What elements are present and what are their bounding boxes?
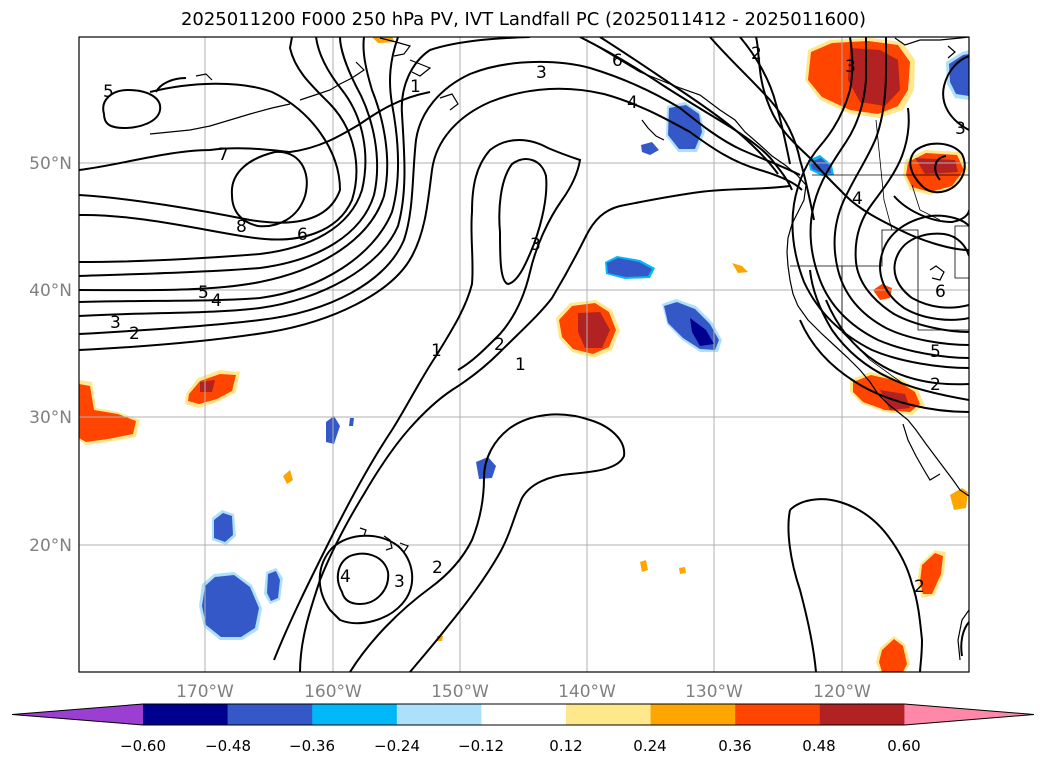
- colorbar-segment: [312, 704, 398, 725]
- contour-label: 2: [930, 375, 941, 395]
- contour-label: 3: [955, 119, 966, 139]
- contour-label: 2: [432, 558, 443, 578]
- contour-label: 6: [612, 51, 623, 71]
- colorbar-segment: [904, 704, 1034, 725]
- contour-label: 5: [930, 342, 941, 362]
- map-area: 5 7 8 6 5 4 3 2 3 6 4 3 2 1 2 1 3 4 3 2 …: [79, 37, 969, 672]
- contour-label: 2: [914, 577, 925, 597]
- lon-label: 160°W: [304, 682, 362, 702]
- contour-label: 1: [515, 355, 526, 375]
- lat-label: 40°N: [29, 281, 72, 301]
- contour-label: 4: [627, 93, 638, 113]
- contour-label: 7: [218, 145, 229, 165]
- colorbar-segment: [227, 704, 313, 725]
- colorbar-segment: [650, 704, 736, 725]
- contour-label: 2: [751, 44, 762, 64]
- contour-label: 5: [198, 283, 209, 303]
- contour-label: 6: [935, 282, 946, 302]
- lon-label: 140°W: [558, 682, 616, 702]
- lat-label: 20°N: [29, 536, 72, 556]
- colorbar-tick: −0.24: [374, 737, 420, 755]
- contour-label: 1: [410, 77, 421, 97]
- colorbar: [11, 703, 1035, 726]
- contour-label: 3: [845, 57, 856, 77]
- pv-contours: [79, 37, 969, 672]
- colorbar-tick: 0.24: [633, 737, 666, 755]
- lat-label: 50°N: [29, 154, 72, 174]
- colorbar-segment: [481, 704, 567, 725]
- lon-label: 170°W: [176, 682, 234, 702]
- colorbar-tick: −0.60: [120, 737, 166, 755]
- colorbar-outline: [11, 703, 1035, 726]
- lat-label: 30°N: [29, 408, 72, 428]
- contour-label: 3: [530, 235, 541, 255]
- colorbar-segment: [12, 704, 143, 725]
- contour-label: 4: [852, 189, 863, 209]
- lon-label: 150°W: [431, 682, 489, 702]
- colorbar-tick: 0.48: [802, 737, 835, 755]
- lon-label: 120°W: [813, 682, 871, 702]
- map-title: 2025011200 F000 250 hPa PV, IVT Landfall…: [180, 9, 867, 30]
- contour-label: 2: [129, 324, 140, 344]
- lat-labels: 50°N 40°N 30°N 20°N: [29, 154, 72, 556]
- map-frame: [78, 36, 970, 673]
- colorbar-segment: [143, 704, 229, 725]
- contour-label: 1: [431, 341, 442, 361]
- colorbar-tick: 0.60: [887, 737, 920, 755]
- colorbar-tick: −0.36: [289, 737, 335, 755]
- colorbar-segment: [819, 704, 905, 725]
- contour-label: 4: [211, 291, 222, 311]
- coastlines: [149, 37, 969, 661]
- colorbar-segment: [566, 704, 652, 725]
- contour-label: 2: [494, 335, 505, 355]
- lon-labels: 170°W 160°W 150°W 140°W 130°W 120°W: [176, 682, 871, 702]
- contour-label: 3: [536, 63, 547, 83]
- contour-label: 3: [110, 313, 121, 333]
- colorbar-segment: [396, 704, 482, 725]
- colorbar-tick: 0.36: [718, 737, 751, 755]
- graticule: [79, 37, 969, 672]
- colorbar-segment: [735, 704, 821, 725]
- lon-label: 130°W: [685, 682, 743, 702]
- colorbar-tick: 0.12: [549, 737, 582, 755]
- contour-labels: 5 7 8 6 5 4 3 2 3 6 4 3 2 1 2 1 3 4 3 2 …: [103, 44, 966, 597]
- contour-label: 8: [236, 217, 247, 237]
- colorbar-tick: −0.48: [205, 737, 251, 755]
- contour-label: 5: [103, 82, 114, 102]
- contour-label: 6: [297, 225, 308, 245]
- colorbar-ticks: −0.60 −0.48 −0.36 −0.24 −0.12 0.12 0.24 …: [120, 737, 921, 755]
- colorbar-tick: −0.12: [458, 737, 504, 755]
- contour-label: 4: [340, 567, 351, 587]
- contour-label: 3: [394, 572, 405, 592]
